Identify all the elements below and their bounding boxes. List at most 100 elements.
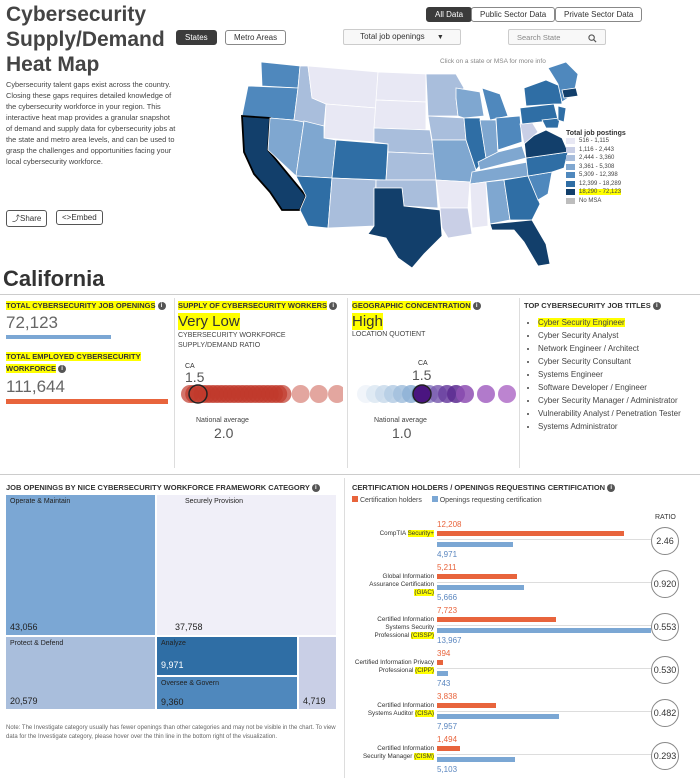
cert-openings-bar[interactable] (437, 714, 560, 719)
cert-openings-bar[interactable] (437, 542, 514, 547)
state-louisiana[interactable] (439, 207, 473, 239)
cert-openings-bar[interactable] (437, 757, 516, 762)
treemap-cell-protect-defend[interactable]: Protect & Defend 20,579 (6, 637, 155, 709)
info-icon[interactable]: i (58, 365, 67, 373)
state-michigan[interactable] (481, 87, 509, 121)
state-virginia[interactable] (523, 129, 569, 159)
state-south-dakota[interactable] (373, 99, 427, 131)
cert-holders-bar[interactable] (437, 703, 496, 708)
cert-holders-bar[interactable] (437, 660, 444, 665)
cert-row[interactable]: Global Information Assurance Certificati… (344, 563, 700, 606)
state-arkansas[interactable] (435, 179, 471, 209)
cert-name: Certified Information Privacy Profession… (354, 659, 434, 675)
state-wisconsin[interactable] (455, 87, 485, 119)
state-oregon[interactable] (241, 85, 299, 121)
legend-swatch (566, 197, 575, 204)
info-icon[interactable]: i (311, 484, 320, 492)
state-florida[interactable] (489, 219, 551, 267)
share-button[interactable]: ⤴Share (6, 210, 48, 227)
cert-row[interactable]: Certified Information Systems Auditor (C… (344, 692, 700, 735)
private-sector-button[interactable]: Private Sector Data (555, 7, 643, 22)
state-kansas[interactable] (385, 151, 437, 181)
state-wyoming[interactable] (323, 103, 377, 143)
legend-swatch-openings (431, 496, 438, 502)
state-kentucky[interactable] (477, 145, 527, 171)
legend-label: 18,290 - 72,123 (579, 189, 622, 196)
title-line: Heat Map (6, 53, 100, 76)
legend-title: Total job postings (566, 130, 626, 137)
treemap-cell-analyze[interactable]: Analyze 9,971 (157, 637, 297, 675)
legend-label: 2,444 - 3,360 (579, 155, 615, 162)
job-title-text: Systems Administrator (538, 422, 618, 431)
total-employed-label: TOTAL EMPLOYED CYBERSECURITY WORKFORCE i (6, 351, 171, 375)
cert-row[interactable]: Certified Information Security Manager (… (344, 735, 700, 778)
cert-abbreviation: (CISM) (414, 753, 434, 760)
state-new-jersey[interactable] (557, 105, 567, 123)
cert-ratio: 0.482 (651, 699, 679, 727)
cert-ratio: 0.553 (651, 613, 679, 641)
cert-openings-bar[interactable] (437, 628, 652, 633)
cert-holders-bar[interactable] (437, 617, 556, 622)
cert-name-text: Certified Information Systems Auditor (367, 702, 434, 717)
cert-name: Certified Information Systems Security P… (354, 616, 434, 640)
job-title-text: Vulnerability Analyst / Penetration Test… (538, 409, 681, 418)
cert-holders-bar[interactable] (437, 574, 518, 579)
total-employed-label-text: TOTAL EMPLOYED CYBERSECURITY WORKFORCE (6, 352, 141, 373)
cert-openings-value: 5,103 (437, 765, 458, 774)
cert-openings-bar[interactable] (437, 585, 524, 590)
total-openings-value: 72,123 (6, 313, 58, 332)
info-icon[interactable]: i (329, 302, 338, 310)
cert-name: Certified Information Security Manager (… (354, 745, 434, 761)
us-heat-map[interactable] (228, 58, 580, 270)
state-texas[interactable] (367, 187, 443, 269)
legend-label: 1,116 - 2,443 (579, 146, 614, 153)
public-sector-button[interactable]: Public Sector Data (471, 7, 556, 22)
state-iowa[interactable] (427, 115, 467, 141)
state-ohio[interactable] (495, 115, 523, 151)
legend-item: 516 - 1,115 (566, 137, 626, 146)
search-state-input[interactable]: Search State (508, 29, 606, 45)
cert-row[interactable]: Certified Information Systems Security P… (344, 606, 700, 649)
legend-item: 2,444 - 3,360 (566, 154, 626, 163)
cert-name: CompTIA Security+ (354, 530, 434, 538)
treemap-cell-securely-provision[interactable]: Securely Provision 37,758 (157, 495, 336, 635)
cert-openings-bar[interactable] (437, 671, 449, 676)
info-icon[interactable]: i (472, 302, 481, 310)
cert-holders-bar[interactable] (437, 746, 460, 751)
distribution-dot (456, 385, 474, 403)
state-massachusetts[interactable] (561, 87, 579, 99)
nice-treemap[interactable]: Operate & Maintain 43,056 Securely Provi… (6, 495, 336, 709)
cert-holders-bar[interactable] (437, 531, 625, 536)
treemap-cell-other[interactable]: 4,719 (299, 637, 336, 709)
all-data-button[interactable]: All Data (426, 7, 473, 22)
treemap-cell-operate-maintain[interactable]: Operate & Maintain 43,056 (6, 495, 155, 635)
divider (0, 474, 700, 475)
cert-name-text: Certified Information Security Manager (362, 745, 434, 760)
state-colorado[interactable] (331, 139, 389, 181)
cert-row[interactable]: Certified Information Privacy Profession… (344, 649, 700, 692)
embed-button[interactable]: <>Embed (56, 210, 103, 225)
state-washington[interactable] (260, 61, 301, 89)
state-new-york[interactable] (523, 79, 563, 107)
info-icon[interactable]: i (157, 302, 166, 310)
cert-openings-value: 5,666 (437, 593, 458, 602)
state-georgia[interactable] (503, 175, 541, 221)
info-icon[interactable]: i (607, 484, 616, 492)
metro-areas-toggle-button[interactable]: Metro Areas (225, 30, 287, 45)
state-north-dakota[interactable] (375, 71, 427, 103)
cert-abbreviation: (CIPP) (415, 667, 434, 674)
state-new-mexico[interactable] (327, 177, 377, 229)
state-maryland[interactable] (541, 117, 561, 129)
legend-items: 516 - 1,115 1,116 - 2,443 2,444 - 3,360 3,3… (566, 137, 626, 205)
state-mississippi[interactable] (469, 181, 489, 229)
info-icon[interactable]: i (652, 302, 661, 310)
treemap-cell-label: Oversee & Govern (161, 680, 219, 687)
metric-dropdown-value: Total job openings (360, 32, 425, 41)
cert-row[interactable]: CompTIA Security+ 12,208 4,971 2.46 (344, 520, 700, 563)
states-toggle-button[interactable]: States (176, 30, 217, 45)
metric-dropdown[interactable]: Total job openings ▼ (343, 29, 461, 45)
job-titles-list: Cyber Security Engineer Cyber Security An… (538, 316, 688, 433)
treemap-cell-label: Protect & Defend (10, 640, 64, 647)
treemap-cell-oversee-govern[interactable]: Oversee & Govern 9,360 (157, 677, 297, 709)
map-legend: Total job postings 516 - 1,115 1,116 - 2,… (566, 130, 626, 205)
